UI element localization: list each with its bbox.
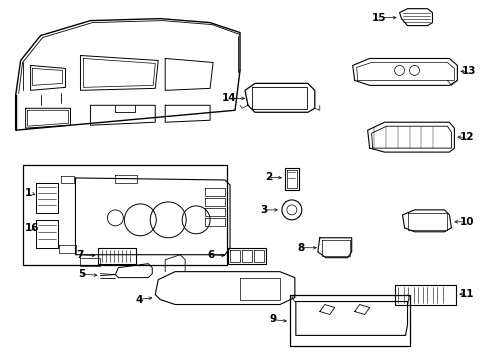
- Text: 10: 10: [458, 217, 473, 227]
- Text: 6: 6: [207, 250, 215, 260]
- Text: 8: 8: [297, 243, 304, 253]
- Text: 16: 16: [24, 223, 39, 233]
- Text: 5: 5: [78, 269, 85, 279]
- Text: 4: 4: [136, 294, 143, 305]
- Text: 7: 7: [76, 250, 83, 260]
- Text: 9: 9: [269, 314, 276, 324]
- Text: 1: 1: [24, 188, 32, 198]
- Text: 12: 12: [458, 132, 473, 142]
- Text: 14: 14: [221, 93, 236, 103]
- Text: 15: 15: [371, 13, 386, 23]
- Text: 3: 3: [260, 205, 267, 215]
- Text: 11: 11: [458, 289, 473, 298]
- Text: 2: 2: [264, 172, 271, 182]
- Text: 13: 13: [461, 67, 475, 76]
